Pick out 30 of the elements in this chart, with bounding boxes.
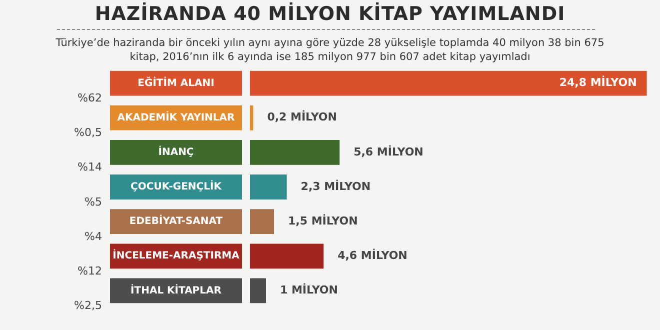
- text: %62: [78, 92, 102, 105]
- data-label: 0,2 MİLYON: [267, 110, 337, 124]
- chart-title: HAZİRANDA 40 MİLYON KİTAP YAYIMLANDI: [94, 3, 566, 27]
- data-label: 1,5 MİLYON: [288, 213, 358, 228]
- text: %0,5: [74, 126, 102, 140]
- text: %4: [84, 230, 102, 243]
- data-label: 5,6 MİLYON: [354, 144, 424, 158]
- text: %14: [78, 160, 102, 174]
- chart-subtitle: Türkiye’de haziranda bir önceki yılın aynı ayına göre yüzde 28 yükselişle toplamda 40 milyon 38 bin 675 kitap, 2016’nın ilk 6 ayında ise 185 milyon 977 bin 607 adet kitap yayımladı: [54, 36, 606, 65]
- bar: [250, 140, 340, 165]
- data-label: 2,3 MİLYON: [300, 178, 371, 193]
- y-tick-label: İNCELEME-ARAŞTIRMA: [112, 248, 240, 262]
- bar: [250, 174, 287, 200]
- y-tick-label: EDEBİYAT-SANAT: [129, 214, 223, 228]
- y-tick-label: İNANÇ: [158, 145, 194, 158]
- bar: [250, 105, 254, 130]
- y-tick-label: İTHAL KİTAPLAR: [130, 283, 222, 296]
- text: %12: [78, 264, 102, 278]
- data-label: 1 MİLYON: [280, 282, 338, 297]
- bar: [250, 70, 647, 96]
- data-label: 4,6 MİLYON: [338, 248, 408, 262]
- bar: [250, 244, 324, 269]
- y-tick-label: ÇOCUK-GENÇLİK: [130, 180, 223, 193]
- text: %2,5: [74, 299, 102, 312]
- y-tick-label: EĞİTİM ALANI: [138, 76, 214, 89]
- bar: [250, 209, 274, 234]
- data-label: 24,8 MİLYON: [559, 75, 637, 90]
- bar: [250, 278, 266, 304]
- text: %5: [84, 195, 102, 208]
- y-tick-label: AKADEMİK YAYINLAR: [117, 110, 236, 124]
